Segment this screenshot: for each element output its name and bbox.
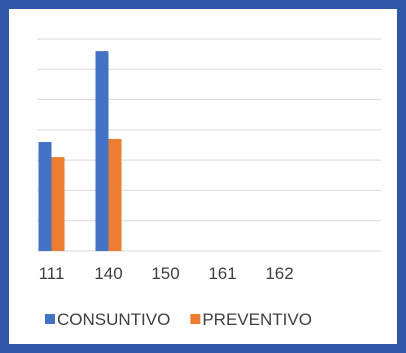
bar-consuntivo-111 — [38, 141, 52, 251]
chart-panel: 111 140 150 161 162 CONSUNTIVO PREVENTIVO — [9, 9, 397, 344]
legend: CONSUNTIVO PREVENTIVO — [45, 310, 312, 329]
bar-consuntivo-140 — [95, 51, 109, 251]
bar-preventivo-111 — [51, 157, 65, 251]
legend-label-consuntivo: CONSUNTIVO — [57, 310, 170, 329]
gridlines — [37, 38, 381, 252]
x-tick-label: 161 — [208, 264, 236, 283]
x-tick-label: 111 — [39, 264, 65, 283]
x-tick-label: 162 — [265, 264, 293, 283]
legend-swatch-preventivo — [190, 314, 201, 324]
x-axis-ticks: 111 140 150 161 162 — [39, 264, 294, 283]
x-tick-label: 140 — [94, 264, 122, 283]
x-tick-label: 150 — [151, 264, 179, 283]
bars — [38, 51, 122, 251]
bar-chart: 111 140 150 161 162 CONSUNTIVO PREVENTIVO — [37, 38, 381, 329]
legend-label-preventivo: PREVENTIVO — [202, 310, 312, 329]
legend-swatch-consuntivo — [45, 314, 55, 324]
bar-preventivo-140 — [108, 138, 122, 251]
